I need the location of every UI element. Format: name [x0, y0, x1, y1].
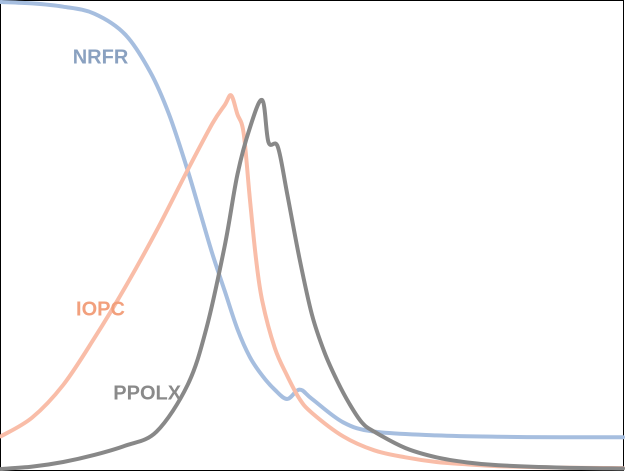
series-line-iopc	[0, 93, 625, 471]
series-labels: NRFR IOPC PPOLX	[73, 46, 182, 404]
series-label-ppolx: PPOLX	[113, 383, 181, 405]
series-label-iopc: IOPC	[76, 298, 125, 320]
series-line-ppolx	[0, 98, 625, 471]
series-label-nrfr: NRFR	[73, 46, 129, 68]
